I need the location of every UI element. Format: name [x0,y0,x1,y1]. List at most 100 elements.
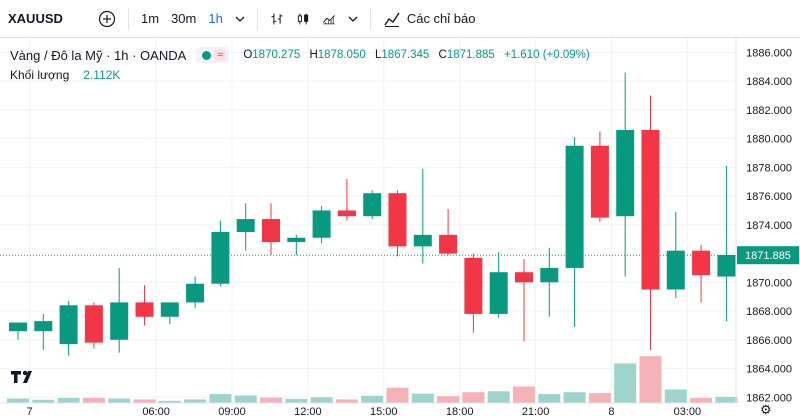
indicators-icon [384,12,400,27]
volume-bar [7,398,29,403]
candle-body [110,302,129,340]
time-tick-label: 06:00 [142,406,170,418]
volume-bar [158,400,181,403]
volume-bar [335,399,358,403]
volume-bar [563,392,586,403]
price-tick-label: 1886.000 [746,47,792,59]
symbol-label[interactable]: XAUUSD [8,11,63,26]
low-value: 1867.345 [381,49,430,61]
price-tick-label: 1864.000 [746,364,792,376]
time-tick-label: 15:00 [370,406,398,418]
volume-bar [411,393,434,403]
price-tick-label: 1862.000 [746,392,792,404]
data-delay-icon: ≈ [214,49,227,61]
price-chart[interactable]: 1886.000 1884.000 1882.000 1880.000 1878.000… [0,38,800,418]
candle-body [363,193,382,217]
volume-bar [32,399,55,403]
price-tick-label: 1866.000 [746,335,792,347]
interval-30m-button[interactable]: 30m [171,11,197,26]
candle-body [236,219,255,232]
toolbar-divider [369,7,371,30]
candle-body [160,302,179,317]
interval-1h-button[interactable]: 1h [208,11,223,26]
chevron-down-icon [235,16,245,22]
candle-body [262,219,280,243]
chart-type-dropdown-button[interactable] [342,5,364,33]
toolbar-divider [256,7,258,30]
change-value: +1.610 (+0.09%) [504,49,590,61]
price-tick-label: 1870.000 [746,277,792,289]
plus-circle-icon [98,10,116,27]
candlestick-icon [297,13,308,24]
volume-bar [108,398,131,403]
candle-body [135,302,154,317]
price-axis: 1886.000 1884.000 1882.000 1880.000 1878.000… [746,47,792,404]
volume-bars [7,356,738,403]
toolbar-divider [128,7,129,30]
area-chart-icon [322,14,335,24]
gear-icon[interactable]: ⚙ [760,402,772,417]
volume-bar [133,399,156,403]
candle-chart-type-button[interactable] [290,5,316,33]
add-symbol-button[interactable] [92,5,122,33]
market-open-dot-icon [202,50,212,60]
price-tick-label: 1876.000 [746,191,792,203]
area-chart-type-button[interactable] [316,5,342,33]
bar-chart-type-button[interactable] [264,5,290,33]
time-axis: 7 06:00 09:00 12:00 15:00 18:00 21:00 8 03:00 [27,406,702,418]
last-price-tag-background [737,246,799,265]
high-value: 1878.050 [317,49,366,61]
volume-bar [513,386,535,403]
volume-bar [437,396,460,403]
price-tick-label: 1882.000 [746,105,792,117]
volume-bar [462,392,485,403]
volume-bar [690,397,713,403]
candle-body [616,129,635,217]
candle-body [84,305,103,343]
candle-body [211,231,230,284]
candle-body [565,145,584,268]
time-tick-label: 12:00 [294,406,322,418]
candle-body [186,283,205,303]
candlesticks [9,72,736,356]
volume-bar [310,397,333,403]
volume-value: 2.112K [83,68,121,82]
candle-body [34,321,53,332]
candle-body [413,234,432,247]
volume-label: Khối lượng [10,68,70,82]
price-tick-label: 1880.000 [746,134,792,146]
volume-bar [487,391,510,403]
price-tick-label: 1878.000 [746,162,792,174]
last-price-tag-label: 1871.885 [745,250,791,262]
candle-body [9,322,27,332]
volume-bar [715,396,738,403]
volume-bar [285,398,308,403]
candle-body [59,305,78,345]
time-tick-label: 21:00 [522,406,550,418]
volume-bar [184,399,207,403]
volume-bar [260,397,282,403]
market-status-pill[interactable]: ≈ [196,47,230,63]
candle-body [515,272,533,283]
chart-legend: Vàng / Đô la Mỹ · 1h · OANDA ≈ O1870.275… [10,46,730,86]
time-tick-label: 18:00 [446,406,474,418]
time-tick-label: 09:00 [218,406,246,418]
volume-bar [664,389,687,403]
candle-body [489,272,508,314]
close-value: 1871.885 [446,49,495,61]
interval-dropdown-button[interactable] [229,5,251,33]
open-value: 1870.275 [252,49,301,61]
candle-body [464,257,483,314]
legend-title[interactable]: Vàng / Đô la Mỹ · 1h · OANDA [10,47,187,63]
interval-1m-button[interactable]: 1m [141,11,160,26]
candle-body [337,210,356,217]
indicators-button[interactable]: Các chỉ báo [377,5,482,33]
candle-body [717,254,736,277]
ohlc-values: O1870.275 H1878.050 L1867.345 C1871.885 … [243,49,590,61]
time-tick-label: 7 [27,406,33,418]
price-tick-label: 1868.000 [746,306,792,318]
candle-body [641,129,660,290]
candle-body [692,250,711,276]
price-tick-label: 1874.000 [746,220,792,232]
tradingview-logo[interactable] [10,368,40,388]
